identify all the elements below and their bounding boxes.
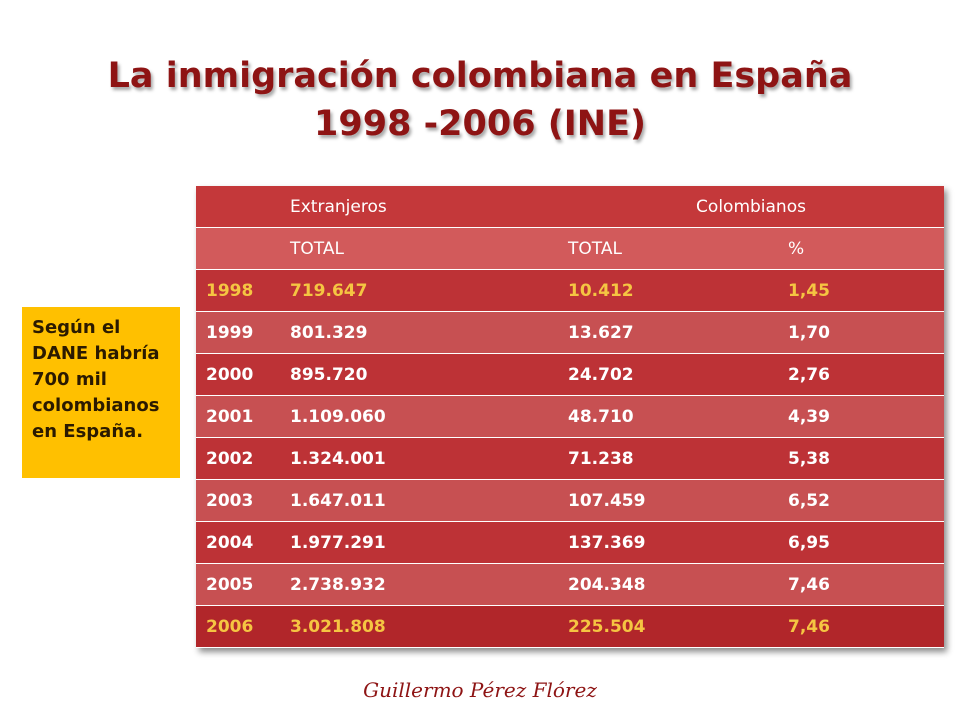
percent-cell: 2,76 [778,353,945,396]
colombianos-cell: 10.412 [558,269,778,312]
table-row: 2004 1.977.291 137.369 6,95 [196,521,945,564]
extranjeros-cell: 1.109.060 [280,395,558,438]
author-signature: Guillermo Pérez Flórez [363,678,597,702]
note-line: 700 mil [32,369,107,390]
year-cell: 2005 [196,563,280,606]
colombianos-cell: 225.504 [558,605,778,648]
table-sub-header-row: TOTAL TOTAL % [196,227,945,270]
header-percent: % [778,227,945,270]
header-total-extranjeros: TOTAL [280,227,558,270]
year-cell: 2004 [196,521,280,564]
colombianos-cell: 13.627 [558,311,778,354]
extranjeros-cell: 2.738.932 [280,563,558,606]
table-group-header-row: Extranjeros Colombianos [196,186,945,228]
table-row: 2001 1.109.060 48.710 4,39 [196,395,945,438]
percent-cell: 1,45 [778,269,945,312]
year-cell: 2000 [196,353,280,396]
table-row: 2006 3.021.808 225.504 7,46 [196,605,945,648]
note-line: en España. [32,421,144,442]
percent-cell: 7,46 [778,605,945,648]
extranjeros-cell: 3.021.808 [280,605,558,648]
header-extranjeros: Extranjeros [280,186,558,228]
percent-cell: 7,46 [778,563,945,606]
immigration-table: Extranjeros Colombianos TOTAL TOTAL % 19… [196,186,945,648]
header-total-colombianos: TOTAL [558,227,778,270]
table-row: 1999 801.329 13.627 1,70 [196,311,945,354]
table-row: 2005 2.738.932 204.348 7,46 [196,563,945,606]
header-cell [196,227,280,270]
year-cell: 2002 [196,437,280,480]
percent-cell: 6,95 [778,521,945,564]
colombianos-cell: 48.710 [558,395,778,438]
header-cell [196,186,280,228]
colombianos-cell: 137.369 [558,521,778,564]
title-line-1: La inmigración colombiana en España [107,56,853,96]
note-line: colombianos [32,395,160,416]
percent-cell: 5,38 [778,437,945,480]
colombianos-cell: 71.238 [558,437,778,480]
year-cell: 1998 [196,269,280,312]
extranjeros-cell: 1.647.011 [280,479,558,522]
year-cell: 1999 [196,311,280,354]
title-line-2: 1998 -2006 (INE) [314,104,646,144]
table-row: 2003 1.647.011 107.459 6,52 [196,479,945,522]
slide-title: La inmigración colombiana en España 1998… [0,52,960,148]
dane-note-box: Según el DANE habría 700 mil colombianos… [22,307,180,478]
table-row: 2000 895.720 24.702 2,76 [196,353,945,396]
note-line: Según el [32,317,121,338]
colombianos-cell: 204.348 [558,563,778,606]
table-row: 2002 1.324.001 71.238 5,38 [196,437,945,480]
percent-cell: 6,52 [778,479,945,522]
extranjeros-cell: 1.324.001 [280,437,558,480]
extranjeros-cell: 1.977.291 [280,521,558,564]
year-cell: 2003 [196,479,280,522]
extranjeros-cell: 719.647 [280,269,558,312]
colombianos-cell: 107.459 [558,479,778,522]
year-cell: 2001 [196,395,280,438]
header-colombianos: Colombianos [558,186,945,228]
extranjeros-cell: 895.720 [280,353,558,396]
colombianos-cell: 24.702 [558,353,778,396]
year-cell: 2006 [196,605,280,648]
extranjeros-cell: 801.329 [280,311,558,354]
table-row: 1998 719.647 10.412 1,45 [196,269,945,312]
note-line: DANE habría [32,343,160,364]
percent-cell: 4,39 [778,395,945,438]
percent-cell: 1,70 [778,311,945,354]
